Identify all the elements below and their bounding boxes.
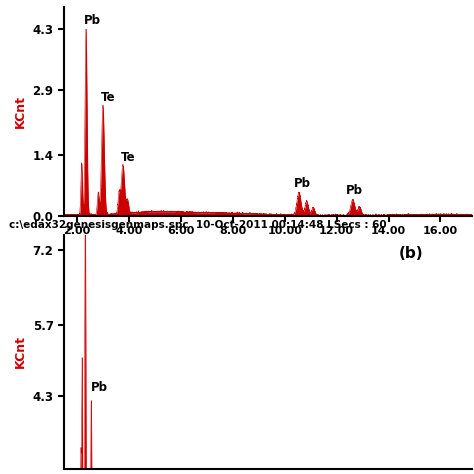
Text: Te: Te bbox=[101, 91, 116, 104]
Text: c:\edax32genesisgenmaps.spc  10-Oct-2011 00:14:48 LSecs : 60: c:\edax32genesisgenmaps.spc 10-Oct-2011 … bbox=[9, 220, 387, 230]
Y-axis label: KCnt: KCnt bbox=[14, 95, 27, 128]
Y-axis label: KCnt: KCnt bbox=[14, 336, 27, 368]
Text: Te: Te bbox=[121, 151, 136, 164]
Text: Pb: Pb bbox=[91, 381, 108, 393]
Text: (b): (b) bbox=[398, 246, 423, 261]
Text: Pb: Pb bbox=[84, 14, 101, 27]
Text: Pb: Pb bbox=[294, 177, 311, 191]
X-axis label: Energy - keV: Energy - keV bbox=[218, 240, 318, 254]
Text: Pb: Pb bbox=[346, 184, 363, 197]
